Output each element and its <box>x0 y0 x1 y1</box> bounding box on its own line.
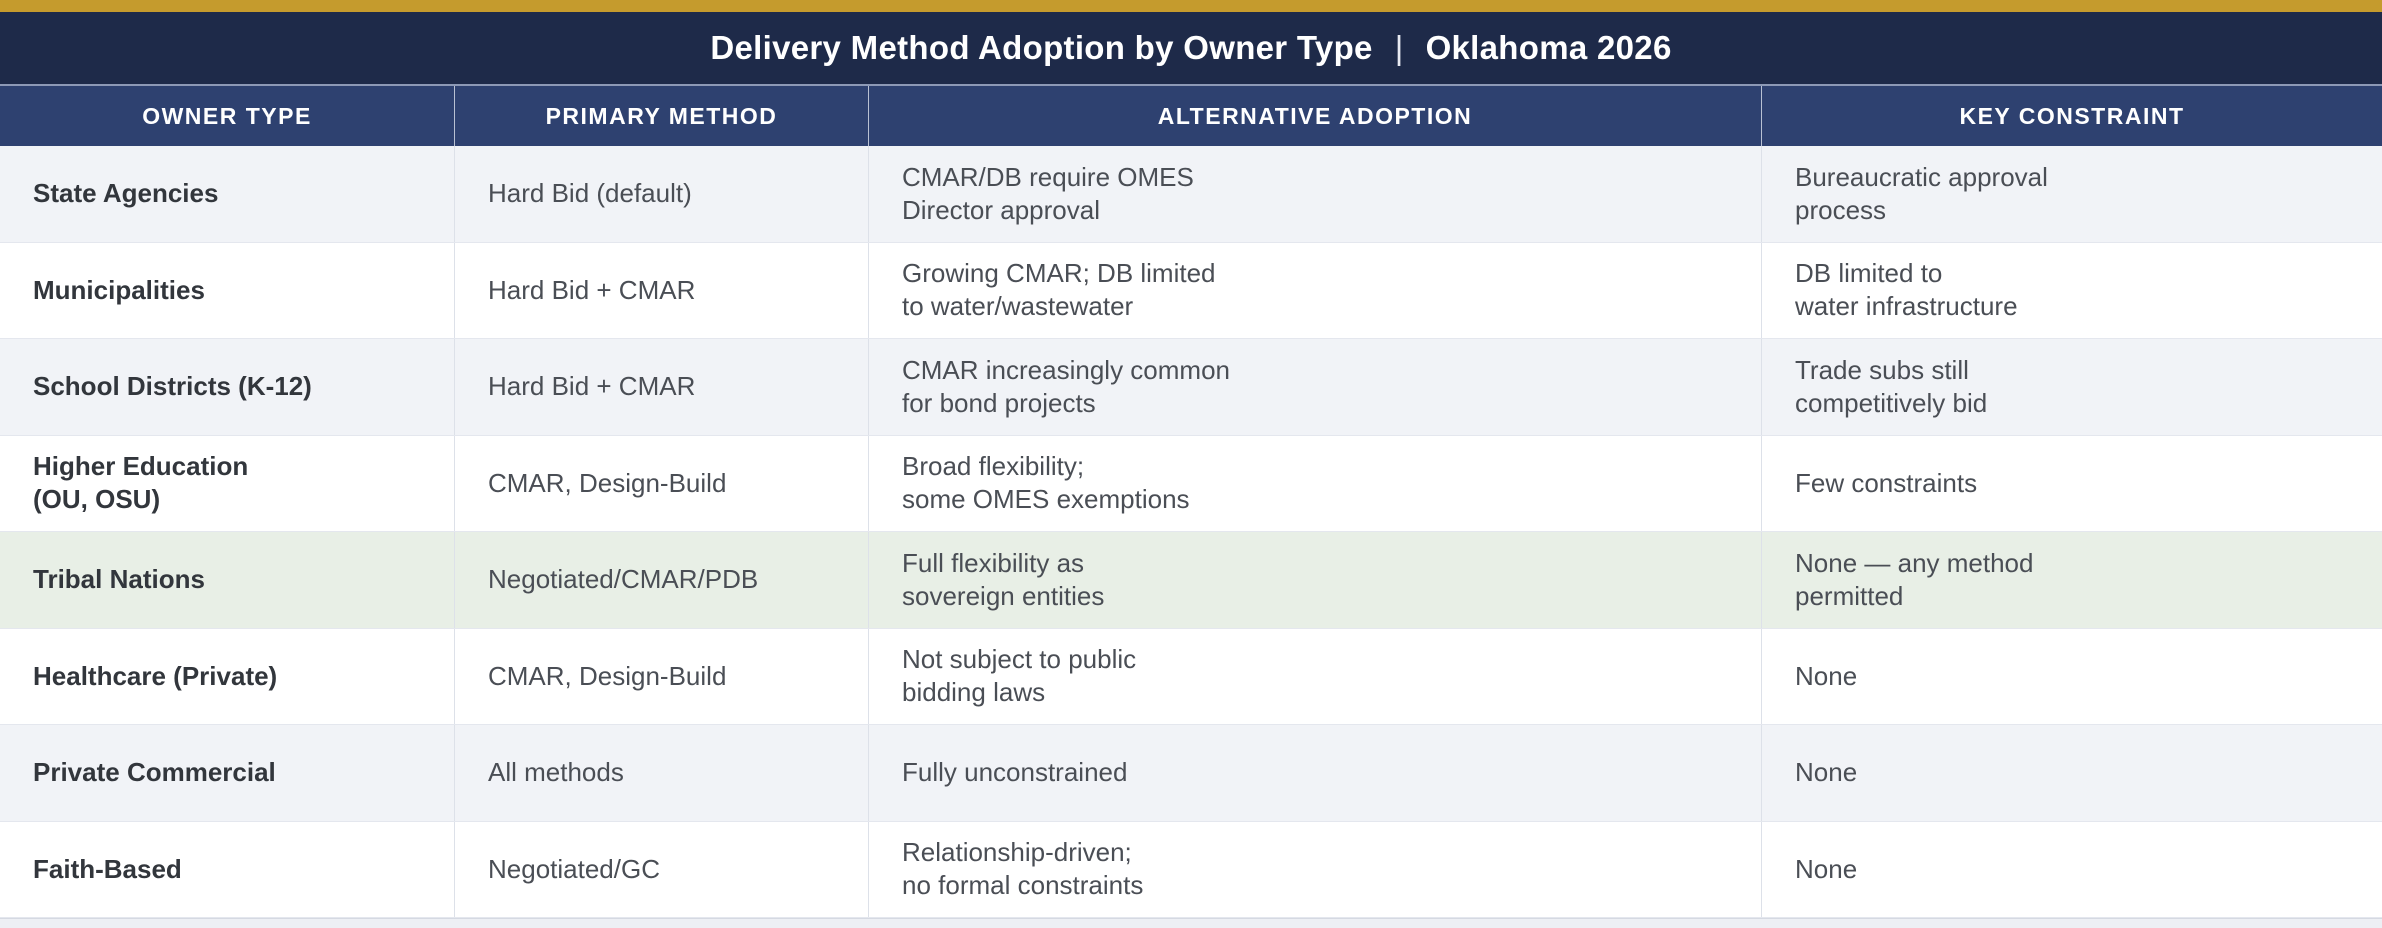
cell-key-constraint: Bureaucratic approval process <box>1795 161 2048 225</box>
table-row-healthcare-private: Healthcare (Private) CMAR, Design-Build … <box>0 628 2382 725</box>
column-header-alternative-adoption: ALTERNATIVE ADOPTION <box>869 86 1762 146</box>
table-row-faith-based: Faith-Based Negotiated/GC Relationship-d… <box>0 821 2382 918</box>
table-row-state-agencies: State Agencies Hard Bid (default) CMAR/D… <box>0 146 2382 243</box>
cell-alternative-adoption: CMAR/DB require OMES Director approval <box>869 146 1762 242</box>
cell-primary-method: CMAR, Design-Build <box>455 435 869 531</box>
title-separator: | <box>1394 29 1404 66</box>
column-header-owner-type: OWNER TYPE <box>0 86 455 146</box>
cell-key-constraint: None <box>1795 660 1858 691</box>
column-header-primary-method: PRIMARY METHOD <box>455 86 869 146</box>
cell-owner-type: Faith-Based <box>0 821 455 917</box>
cell-primary-method: Negotiated/CMAR/PDB <box>455 532 869 628</box>
cell-key-constraint: None <box>1795 757 1858 788</box>
cell-primary-method: Hard Bid + CMAR <box>455 242 869 338</box>
table-row-private-commercial: Private Commercial All methods Fully unc… <box>0 725 2382 822</box>
gold-accent-bar <box>0 0 2382 12</box>
table-row-tribal-nations: Tribal Nations Negotiated/CMAR/PDB Full … <box>0 532 2382 629</box>
cell-owner-type: Higher Education (OU, OSU) <box>0 435 455 531</box>
column-header-key-constraint: KEY CONSTRAINT <box>1959 102 2185 129</box>
cell-alternative-adoption: Full flexibility as sovereign entities <box>869 532 1762 628</box>
cell-alternative-adoption: Broad flexibility; some OMES exemptions <box>869 435 1762 531</box>
cell-key-constraint: DB limited to water infrastructure <box>1795 258 2018 322</box>
table-header-row: OWNER TYPE PRIMARY METHOD ALTERNATIVE AD… <box>0 84 2382 146</box>
title-bar: Delivery Method Adoption by Owner Type | O… <box>0 12 2382 84</box>
cell-primary-method: CMAR, Design-Build <box>455 628 869 724</box>
cell-alternative-adoption: Not subject to public bidding laws <box>869 628 1762 724</box>
cell-primary-method: Hard Bid (default) <box>455 146 869 242</box>
page-title-main: Delivery Method Adoption by Owner Type <box>710 29 1373 66</box>
page-title: Delivery Method Adoption by Owner Type | O… <box>710 29 1671 67</box>
bottom-strip <box>0 918 2382 928</box>
cell-primary-method: All methods <box>455 725 869 821</box>
table-body: State Agencies Hard Bid (default) CMAR/D… <box>0 146 2382 918</box>
cell-owner-type: Healthcare (Private) <box>0 628 455 724</box>
cell-key-constraint: None <box>1795 853 1858 884</box>
cell-owner-type: School Districts (K-12) <box>0 339 455 435</box>
cell-primary-method: Hard Bid + CMAR <box>455 339 869 435</box>
cell-key-constraint: Trade subs still competitively bid <box>1795 354 1988 418</box>
cell-owner-type: Municipalities <box>0 242 455 338</box>
cell-owner-type: Tribal Nations <box>0 532 455 628</box>
cell-key-constraint: Few constraints <box>1795 467 1978 498</box>
cell-primary-method: Negotiated/GC <box>455 821 869 917</box>
cell-alternative-adoption: CMAR increasingly common for bond projec… <box>869 339 1762 435</box>
table-row-higher-education: Higher Education (OU, OSU) CMAR, Design-… <box>0 435 2382 532</box>
cell-owner-type: State Agencies <box>0 146 455 242</box>
cell-alternative-adoption: Relationship-driven; no formal constrain… <box>869 821 1762 917</box>
page-title-region: Oklahoma 2026 <box>1425 29 1672 66</box>
cell-alternative-adoption: Growing CMAR; DB limited to water/wastew… <box>869 242 1762 338</box>
cell-key-constraint: None — any method permitted <box>1795 547 2034 611</box>
cell-owner-type: Private Commercial <box>0 725 455 821</box>
cell-alternative-adoption: Fully unconstrained <box>869 725 1762 821</box>
table-row-municipalities: Municipalities Hard Bid + CMAR Growing C… <box>0 242 2382 339</box>
table-row-school-districts: School Districts (K-12) Hard Bid + CMAR … <box>0 339 2382 436</box>
